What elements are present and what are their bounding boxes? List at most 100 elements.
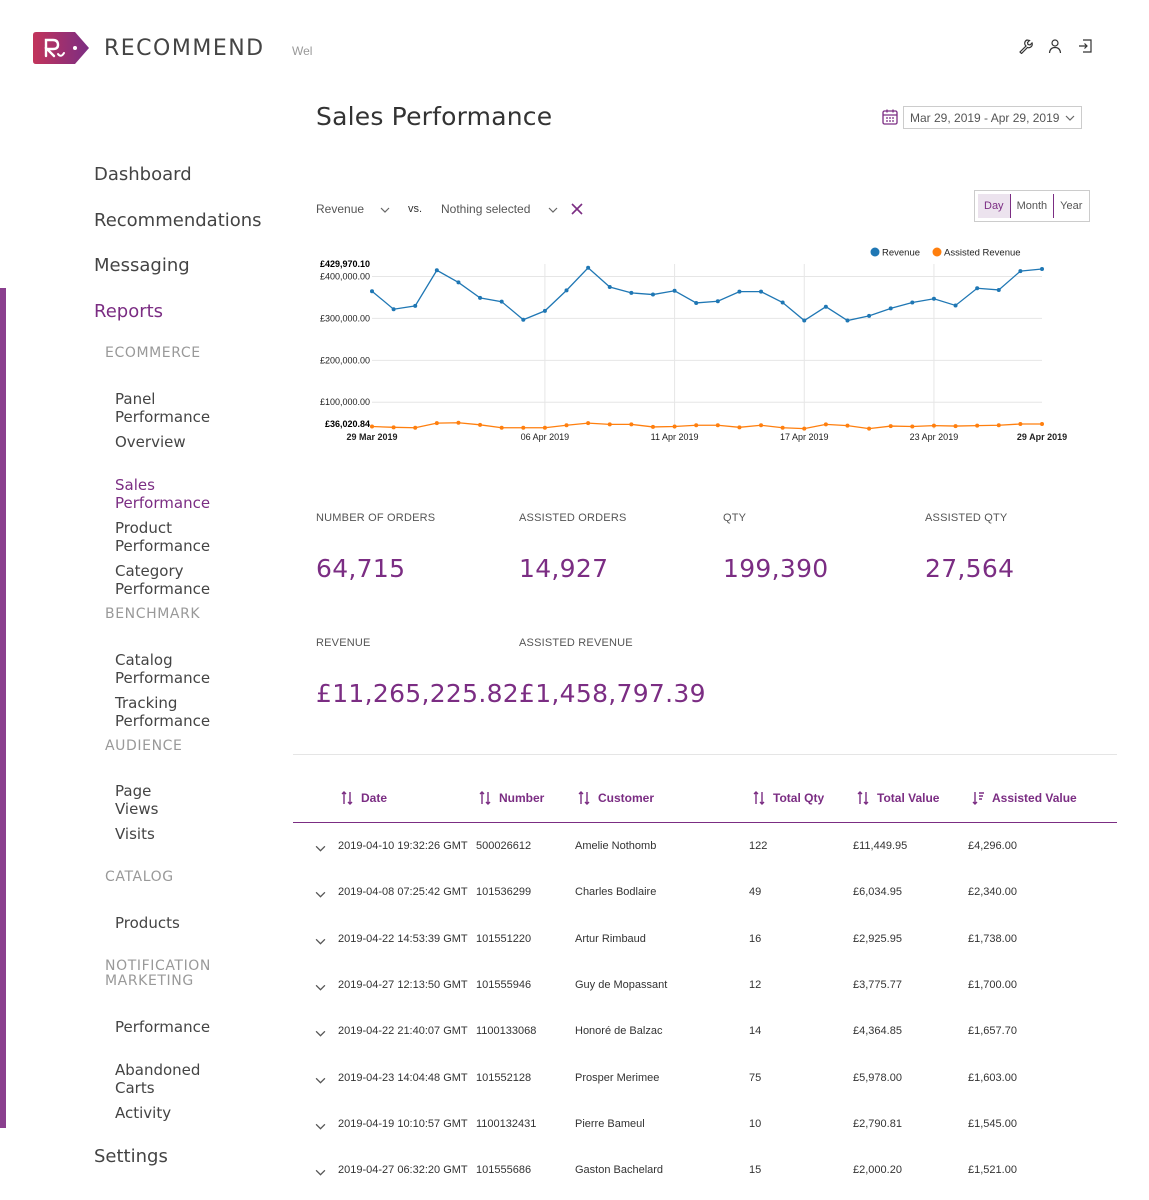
period-day-button[interactable]: Day [978, 194, 1011, 218]
clear-icon[interactable] [570, 202, 584, 216]
expand-chevron-icon[interactable] [315, 843, 326, 854]
cell-assisted-value: £2,340.00 [968, 886, 1017, 899]
nav-sales-performance[interactable]: Sales Performance [115, 476, 211, 512]
calendar-icon[interactable] [881, 108, 899, 126]
data-point [629, 422, 634, 427]
data-point [931, 423, 936, 428]
sort-total-value-button[interactable]: Total Value [857, 791, 939, 805]
cell-customer: Charles Bodlaire [575, 886, 657, 899]
cell-total-value: £2,000.20 [853, 1164, 902, 1177]
expand-chevron-icon[interactable] [315, 1075, 326, 1086]
table-row[interactable]: 2019-04-08 07:25:42 GMT 101536299 Charles … [293, 886, 1117, 932]
cell-total-qty: 49 [749, 886, 762, 899]
table-row[interactable]: 2019-04-27 06:32:20 GMT 101555686 Gaston B… [293, 1164, 1117, 1200]
data-point [478, 295, 483, 300]
data-point [434, 268, 439, 273]
sort-number-button[interactable]: Number [479, 791, 544, 805]
user-icon[interactable] [1047, 38, 1063, 54]
cell-total-value: £4,364.85 [853, 1025, 902, 1038]
nav-reports[interactable]: Reports [94, 301, 164, 322]
cell-date: 2019-04-22 21:40:07 GMT [338, 1025, 468, 1038]
cell-total-value: £6,034.95 [853, 886, 902, 899]
stat-assisted-orders-label: ASSISTED ORDERS [519, 512, 627, 524]
nav-catalog-performance[interactable]: Catalog Performance [115, 651, 211, 687]
data-point [564, 423, 569, 428]
nav-overview[interactable]: Overview [115, 433, 186, 451]
sort-icon [479, 791, 491, 805]
metric-select[interactable]: Revenue [316, 202, 365, 216]
stat-orders-label: NUMBER OF ORDERS [316, 512, 436, 524]
table-row[interactable]: 2019-04-23 14:04:48 GMT 101552128 Prosper … [293, 1072, 1117, 1118]
chevron-down-icon [1065, 115, 1075, 121]
x-tick-label: 17 Apr 2019 [780, 432, 829, 442]
data-point [694, 423, 699, 428]
column-header-total-qty: Total Qty [773, 791, 825, 805]
sort-assisted-value-button[interactable]: Assisted Value [972, 791, 1077, 805]
data-point [1040, 421, 1044, 426]
nav-products[interactable]: Products [115, 914, 180, 932]
y-min-label: £36,020.84 [325, 419, 370, 429]
data-point [780, 425, 785, 430]
sort-date-button[interactable]: Date [341, 791, 387, 805]
data-point [370, 289, 374, 294]
nav-activity[interactable]: Activity [115, 1104, 172, 1122]
table-row[interactable]: 2019-04-22 21:40:07 GMT 1100133068 Honoré … [293, 1025, 1117, 1071]
expand-chevron-icon[interactable] [315, 1167, 326, 1178]
data-point [975, 423, 980, 428]
cell-date: 2019-04-27 12:13:50 GMT [338, 978, 468, 991]
chevron-down-icon[interactable] [548, 205, 558, 215]
table-row[interactable]: 2019-04-10 19:32:26 GMT 500026612 Amelie N… [293, 840, 1117, 886]
x-tick-label: 23 Apr 2019 [910, 432, 959, 442]
legend-label: Revenue [882, 248, 920, 259]
cell-total-qty: 75 [749, 1071, 762, 1084]
sort-customer-button[interactable]: Customer [578, 791, 654, 805]
compare-select[interactable]: Nothing selected [441, 202, 531, 216]
expand-chevron-icon[interactable] [315, 1121, 326, 1132]
column-header-total-value: Total Value [877, 791, 940, 805]
logo-icon[interactable] [33, 32, 89, 64]
data-point [953, 424, 958, 429]
period-year-button[interactable]: Year [1060, 200, 1083, 212]
nav-tracking-performance[interactable]: Tracking Performance [115, 694, 211, 730]
table-row[interactable]: 2019-04-27 12:13:50 GMT 101555946 Guy de M… [293, 979, 1117, 1025]
cell-number: 101555686 [476, 1164, 532, 1177]
nav-panel-performance[interactable]: Panel Performance [115, 390, 211, 426]
y-tick-label: £400,000.00 [320, 272, 370, 282]
nav-product-performance[interactable]: Product Performance [115, 519, 211, 555]
cell-assisted-value: £1,603.00 [968, 1071, 1017, 1084]
data-point [737, 289, 742, 294]
sort-icon [341, 791, 353, 805]
nav-performance[interactable]: Performance [115, 1018, 211, 1036]
nav-visits[interactable]: Visits [115, 825, 155, 843]
nav-dashboard[interactable]: Dashboard [94, 164, 192, 185]
chevron-down-icon[interactable] [380, 205, 390, 215]
data-point [542, 308, 547, 313]
nav-settings[interactable]: Settings [94, 1146, 168, 1167]
wrench-icon[interactable] [1017, 38, 1033, 55]
cell-customer: Pierre Bameul [575, 1117, 645, 1130]
period-month-button[interactable]: Month [1011, 194, 1055, 218]
data-point [759, 289, 764, 294]
nav-abandoned-carts[interactable]: Abandoned Carts [115, 1061, 201, 1097]
nav-page-views[interactable]: Page Views [115, 782, 159, 818]
logout-icon[interactable] [1077, 38, 1093, 54]
data-point [456, 280, 461, 285]
table-row[interactable]: 2019-04-19 10:10:57 GMT 1100132431 Pierre … [293, 1118, 1117, 1164]
data-point [1018, 269, 1023, 274]
expand-chevron-icon[interactable] [315, 889, 326, 900]
nav-messaging[interactable]: Messaging [94, 255, 190, 276]
cell-total-qty: 14 [749, 1025, 762, 1038]
sort-icon [857, 791, 869, 805]
expand-chevron-icon[interactable] [315, 1028, 326, 1039]
expand-chevron-icon[interactable] [315, 982, 326, 993]
nav-recommendations[interactable]: Recommendations [94, 210, 262, 231]
data-point [391, 307, 396, 312]
nav-category-performance[interactable]: Category Performance [115, 562, 211, 598]
data-point [650, 424, 655, 429]
expand-chevron-icon[interactable] [315, 936, 326, 947]
cell-assisted-value: £4,296.00 [968, 840, 1017, 852]
table-row[interactable]: 2019-04-22 14:53:39 GMT 101551220 Artur Ri… [293, 933, 1117, 979]
date-range-picker[interactable]: Mar 29, 2019 - Apr 29, 2019 [903, 106, 1082, 129]
sort-total-qty-button[interactable]: Total Qty [753, 791, 824, 805]
data-point [975, 286, 980, 291]
